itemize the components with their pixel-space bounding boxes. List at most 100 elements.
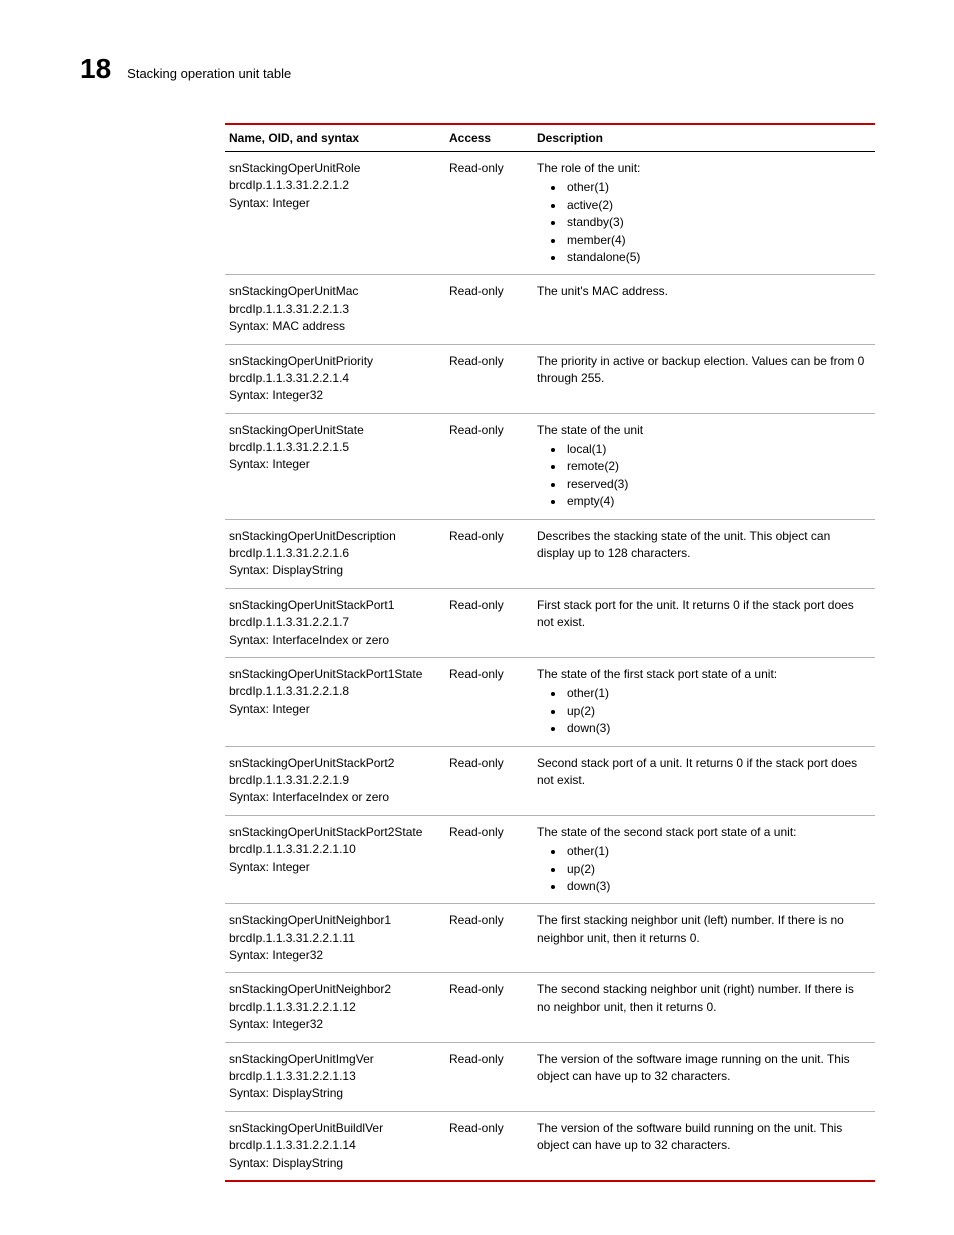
object-oid: brcdIp.1.1.3.31.2.2.1.2 bbox=[229, 177, 439, 194]
cell-description: The state of the unit local(1)remote(2)re… bbox=[533, 413, 875, 519]
cell-name: snStackingOperUnitStackPort1brcdIp.1.1.3… bbox=[225, 588, 445, 657]
column-header-name: Name, OID, and syntax bbox=[225, 124, 445, 152]
description-bullets: local(1)remote(2)reserved(3)empty(4) bbox=[537, 441, 869, 511]
page-header: 18 Stacking operation unit table bbox=[80, 55, 874, 83]
object-name: snStackingOperUnitImgVer bbox=[229, 1051, 439, 1068]
bullet-item: down(3) bbox=[565, 720, 869, 737]
table-row: snStackingOperUnitMacbrcdIp.1.1.3.31.2.2… bbox=[225, 275, 875, 344]
description-text: The second stacking neighbor unit (right… bbox=[537, 981, 869, 1016]
bullet-item: other(1) bbox=[565, 685, 869, 702]
mib-table: Name, OID, and syntax Access Description… bbox=[225, 123, 875, 1182]
cell-access: Read-only bbox=[445, 413, 533, 519]
cell-description: The unit's MAC address. bbox=[533, 275, 875, 344]
bullet-item: up(2) bbox=[565, 703, 869, 720]
cell-name: snStackingOperUnitStackPort1StatebrcdIp.… bbox=[225, 657, 445, 746]
object-oid: brcdIp.1.1.3.31.2.2.1.13 bbox=[229, 1068, 439, 1085]
object-syntax: Syntax: Integer bbox=[229, 859, 439, 876]
object-name: snStackingOperUnitState bbox=[229, 422, 439, 439]
description-text: The unit's MAC address. bbox=[537, 283, 869, 300]
table-row: snStackingOperUnitBuildlVerbrcdIp.1.1.3.… bbox=[225, 1111, 875, 1181]
object-syntax: Syntax: MAC address bbox=[229, 318, 439, 335]
cell-name: snStackingOperUnitMacbrcdIp.1.1.3.31.2.2… bbox=[225, 275, 445, 344]
table-row: snStackingOperUnitNeighbor2brcdIp.1.1.3.… bbox=[225, 973, 875, 1042]
cell-name: snStackingOperUnitNeighbor2brcdIp.1.1.3.… bbox=[225, 973, 445, 1042]
cell-access: Read-only bbox=[445, 519, 533, 588]
object-name: snStackingOperUnitDescription bbox=[229, 528, 439, 545]
object-name: snStackingOperUnitStackPort2 bbox=[229, 755, 439, 772]
object-name: snStackingOperUnitMac bbox=[229, 283, 439, 300]
object-oid: brcdIp.1.1.3.31.2.2.1.8 bbox=[229, 683, 439, 700]
object-oid: brcdIp.1.1.3.31.2.2.1.4 bbox=[229, 370, 439, 387]
description-bullets: other(1)active(2)standby(3)member(4)stan… bbox=[537, 179, 869, 266]
cell-access: Read-only bbox=[445, 746, 533, 815]
cell-name: snStackingOperUnitDescriptionbrcdIp.1.1.… bbox=[225, 519, 445, 588]
description-text: The priority in active or backup electio… bbox=[537, 353, 869, 388]
bullet-item: other(1) bbox=[565, 843, 869, 860]
bullet-item: reserved(3) bbox=[565, 476, 869, 493]
object-oid: brcdIp.1.1.3.31.2.2.1.7 bbox=[229, 614, 439, 631]
table-row: snStackingOperUnitStatebrcdIp.1.1.3.31.2… bbox=[225, 413, 875, 519]
description-text: The state of the first stack port state … bbox=[537, 666, 869, 683]
description-text: Second stack port of a unit. It returns … bbox=[537, 755, 869, 790]
table-body: snStackingOperUnitRolebrcdIp.1.1.3.31.2.… bbox=[225, 152, 875, 1181]
bullet-item: empty(4) bbox=[565, 493, 869, 510]
table-row: snStackingOperUnitStackPort2StatebrcdIp.… bbox=[225, 815, 875, 904]
object-syntax: Syntax: Integer bbox=[229, 701, 439, 718]
object-name: snStackingOperUnitPriority bbox=[229, 353, 439, 370]
bullet-item: member(4) bbox=[565, 232, 869, 249]
cell-description: The state of the second stack port state… bbox=[533, 815, 875, 904]
object-syntax: Syntax: Integer bbox=[229, 456, 439, 473]
description-text: First stack port for the unit. It return… bbox=[537, 597, 869, 632]
table-row: snStackingOperUnitDescriptionbrcdIp.1.1.… bbox=[225, 519, 875, 588]
object-oid: brcdIp.1.1.3.31.2.2.1.11 bbox=[229, 930, 439, 947]
object-oid: brcdIp.1.1.3.31.2.2.1.14 bbox=[229, 1137, 439, 1154]
object-name: snStackingOperUnitStackPort1State bbox=[229, 666, 439, 683]
page: 18 Stacking operation unit table Name, O… bbox=[0, 0, 954, 1235]
object-name: snStackingOperUnitStackPort2State bbox=[229, 824, 439, 841]
table-row: snStackingOperUnitStackPort1StatebrcdIp.… bbox=[225, 657, 875, 746]
object-oid: brcdIp.1.1.3.31.2.2.1.12 bbox=[229, 999, 439, 1016]
bullet-item: local(1) bbox=[565, 441, 869, 458]
column-header-access: Access bbox=[445, 124, 533, 152]
cell-access: Read-only bbox=[445, 275, 533, 344]
cell-description: The first stacking neighbor unit (left) … bbox=[533, 904, 875, 973]
object-oid: brcdIp.1.1.3.31.2.2.1.10 bbox=[229, 841, 439, 858]
cell-description: First stack port for the unit. It return… bbox=[533, 588, 875, 657]
object-name: snStackingOperUnitStackPort1 bbox=[229, 597, 439, 614]
chapter-number: 18 bbox=[80, 55, 111, 83]
table-row: snStackingOperUnitRolebrcdIp.1.1.3.31.2.… bbox=[225, 152, 875, 275]
cell-access: Read-only bbox=[445, 588, 533, 657]
cell-description: The version of the software image runnin… bbox=[533, 1042, 875, 1111]
object-syntax: Syntax: DisplayString bbox=[229, 562, 439, 579]
object-syntax: Syntax: Integer32 bbox=[229, 1016, 439, 1033]
object-name: snStackingOperUnitNeighbor1 bbox=[229, 912, 439, 929]
description-bullets: other(1)up(2)down(3) bbox=[537, 685, 869, 737]
object-syntax: Syntax: Integer32 bbox=[229, 947, 439, 964]
description-text: The state of the second stack port state… bbox=[537, 824, 869, 841]
object-syntax: Syntax: Integer32 bbox=[229, 387, 439, 404]
cell-description: Describes the stacking state of the unit… bbox=[533, 519, 875, 588]
description-text: The first stacking neighbor unit (left) … bbox=[537, 912, 869, 947]
description-text: The state of the unit bbox=[537, 422, 869, 439]
cell-description: The second stacking neighbor unit (right… bbox=[533, 973, 875, 1042]
description-text: Describes the stacking state of the unit… bbox=[537, 528, 869, 563]
object-syntax: Syntax: Integer bbox=[229, 195, 439, 212]
cell-description: Second stack port of a unit. It returns … bbox=[533, 746, 875, 815]
object-name: snStackingOperUnitNeighbor2 bbox=[229, 981, 439, 998]
object-syntax: Syntax: InterfaceIndex or zero bbox=[229, 789, 439, 806]
cell-name: snStackingOperUnitPrioritybrcdIp.1.1.3.3… bbox=[225, 344, 445, 413]
cell-access: Read-only bbox=[445, 1111, 533, 1181]
description-text: The version of the software image runnin… bbox=[537, 1051, 869, 1086]
table-header-row: Name, OID, and syntax Access Description bbox=[225, 124, 875, 152]
object-name: snStackingOperUnitRole bbox=[229, 160, 439, 177]
cell-name: snStackingOperUnitStatebrcdIp.1.1.3.31.2… bbox=[225, 413, 445, 519]
table-row: snStackingOperUnitImgVerbrcdIp.1.1.3.31.… bbox=[225, 1042, 875, 1111]
object-name: snStackingOperUnitBuildlVer bbox=[229, 1120, 439, 1137]
bullet-item: up(2) bbox=[565, 861, 869, 878]
description-text: The role of the unit: bbox=[537, 160, 869, 177]
cell-description: The role of the unit: other(1)active(2)st… bbox=[533, 152, 875, 275]
bullet-item: standby(3) bbox=[565, 214, 869, 231]
cell-description: The version of the software build runnin… bbox=[533, 1111, 875, 1181]
cell-access: Read-only bbox=[445, 657, 533, 746]
table-row: snStackingOperUnitNeighbor1brcdIp.1.1.3.… bbox=[225, 904, 875, 973]
